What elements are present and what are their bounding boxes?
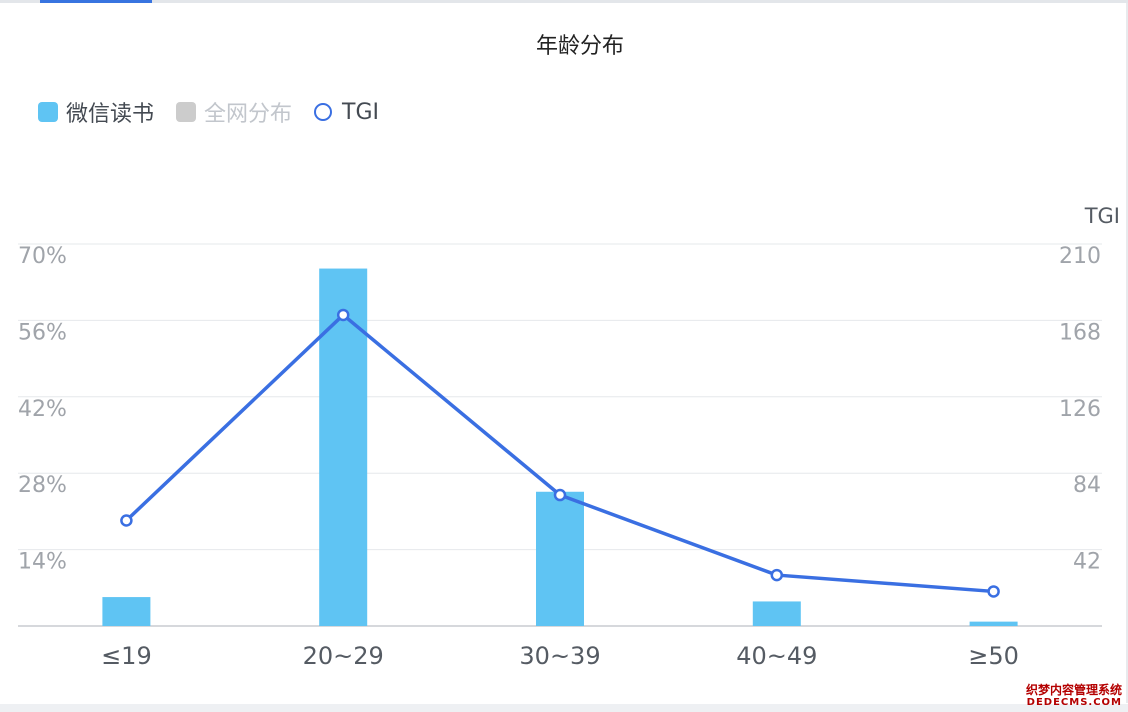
left-axis-tick-label: 42% — [18, 397, 67, 422]
right-axis-tick-label: 126 — [1059, 397, 1101, 422]
axis-labels: TGI 70% 210 56% 168 42% 126 28% 84 14% 42 ≤19 20~29… — [18, 204, 1120, 670]
right-axis-tick-label: 210 — [1059, 244, 1101, 269]
legend-item-weread[interactable]: 微信读书 — [38, 96, 154, 128]
tgi-point[interactable] — [336, 308, 350, 322]
x-axis-tick-label: 40~49 — [736, 642, 817, 670]
tgi-point[interactable] — [987, 585, 1000, 598]
watermark-line1: 织梦内容管理系统 — [1025, 682, 1122, 697]
bar-weread[interactable] — [319, 268, 368, 626]
right-axis-tick-label: 42 — [1073, 550, 1101, 575]
legend-ring-tgi — [314, 103, 333, 121]
right-axis-name: TGI — [1084, 204, 1120, 228]
right-axis-tick-label: 84 — [1073, 473, 1101, 498]
watermark-line2: DEDECMS.COM — [1026, 697, 1122, 708]
bottom-strip — [0, 704, 1128, 712]
x-axis-tick-label: ≤19 — [101, 642, 152, 670]
tgi-point[interactable] — [770, 568, 784, 582]
bar-weread[interactable] — [969, 621, 1018, 626]
bar-series — [102, 268, 1018, 626]
legend-label-weread: 微信读书 — [66, 102, 155, 127]
tgi-line-series — [120, 308, 1000, 598]
left-axis-tick-label: 70% — [18, 244, 67, 269]
right-axis-tick-label: 168 — [1059, 320, 1101, 345]
bar-weread[interactable] — [536, 491, 584, 626]
legend-swatch-network — [176, 102, 197, 122]
watermark: 织梦内容管理系统 DEDECMS.COM — [1025, 682, 1122, 708]
left-axis-tick-label: 56% — [18, 320, 67, 345]
legend-label-tgi: TGI — [342, 99, 380, 125]
active-tab-indicator — [40, 0, 152, 3]
right-border — [1126, 3, 1128, 703]
legend-swatch-weread — [38, 102, 58, 122]
bar-weread[interactable] — [102, 597, 151, 626]
chart-legend: 微信读书 全网分布 TGI — [38, 96, 401, 128]
left-axis-tick-label: 14% — [18, 550, 67, 575]
legend-label-network: 全网分布 — [204, 102, 293, 127]
x-axis-tick-label: 30~39 — [519, 642, 600, 670]
x-axis-tick-label: 20~29 — [303, 642, 384, 670]
x-axis-tick-label: ≥50 — [968, 642, 1019, 670]
legend-item-network[interactable]: 全网分布 — [176, 96, 292, 128]
chart-title: 年龄分布 — [535, 34, 624, 59]
bar-weread[interactable] — [752, 601, 801, 626]
tgi-point[interactable] — [553, 488, 567, 502]
left-axis-tick-label: 28% — [18, 473, 67, 498]
tgi-point[interactable] — [120, 514, 133, 527]
legend-item-tgi[interactable]: TGI — [314, 100, 379, 125]
top-border — [0, 0, 1128, 3]
